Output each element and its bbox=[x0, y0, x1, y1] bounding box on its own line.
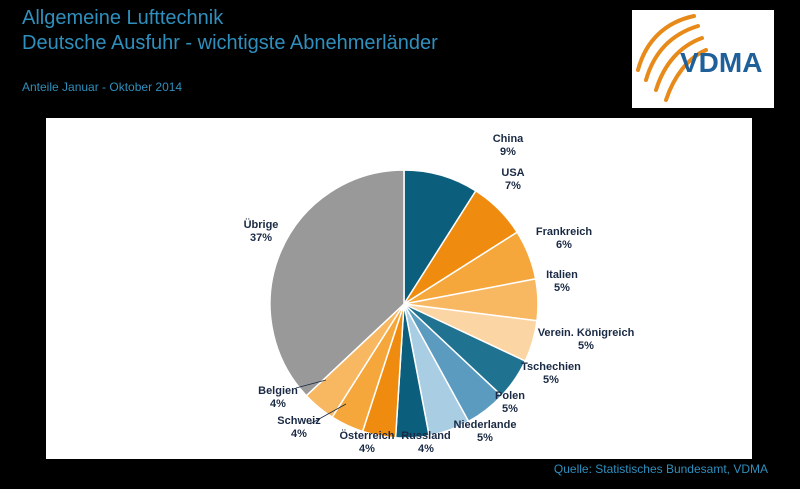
slice-value-label: 9% bbox=[500, 146, 516, 158]
vdma-logo-graphic: VDMA bbox=[636, 14, 762, 102]
slice-value-label: 4% bbox=[359, 443, 375, 455]
source-note: Quelle: Statistisches Bundesamt, VDMA bbox=[553, 462, 768, 476]
slice-value-label: 5% bbox=[477, 432, 493, 444]
title-block: Allgemeine Lufttechnik Deutsche Ausfuhr … bbox=[22, 6, 438, 56]
chart-title: Allgemeine Lufttechnik bbox=[22, 7, 224, 29]
slice-value-label: 6% bbox=[556, 239, 572, 251]
slice-value-label: 5% bbox=[578, 340, 594, 352]
slice-label: Belgien bbox=[258, 385, 298, 397]
slice-label: Niederlande bbox=[454, 419, 517, 431]
slice-label: Frankreich bbox=[536, 226, 593, 238]
slice-label: Russland bbox=[401, 430, 451, 442]
slice-value-label: 5% bbox=[554, 282, 570, 294]
slice-label: USA bbox=[501, 167, 524, 179]
slice-value-label: 5% bbox=[543, 374, 559, 386]
slice-label: Tschechien bbox=[521, 361, 581, 373]
slice-value-label: 7% bbox=[505, 180, 521, 192]
slice-label: Polen bbox=[495, 390, 525, 402]
slice-label: Verein. Königreich bbox=[538, 327, 635, 339]
slice-value-label: 4% bbox=[291, 428, 307, 440]
slice-value-label: 5% bbox=[502, 403, 518, 415]
leader-line bbox=[309, 403, 347, 425]
slice-value-label: 4% bbox=[418, 443, 434, 455]
slice-value-label: 4% bbox=[270, 398, 286, 410]
chart-subtitle: Deutsche Ausfuhr - wichtigste Abnehmerlä… bbox=[22, 32, 438, 54]
period-note: Anteile Januar - Oktober 2014 bbox=[22, 80, 183, 94]
slice-label: Übrige bbox=[244, 218, 279, 231]
leader-line bbox=[295, 379, 327, 389]
slice-label: China bbox=[493, 133, 524, 145]
pie-chart: China9%USA7%Frankreich6%Italien5%Verein.… bbox=[244, 133, 635, 455]
vdma-logo-text: VDMA bbox=[680, 47, 762, 78]
chart-panel: China 9% USA 7% Frankreich 6% Italien 5% Verein.… bbox=[46, 118, 752, 459]
slice-value-label: 37% bbox=[250, 232, 272, 244]
pie-slice-übrige bbox=[269, 169, 405, 397]
slice-label: Italien bbox=[546, 269, 578, 281]
slice-label: Österreich bbox=[339, 429, 394, 442]
vdma-logo: VDMA bbox=[632, 10, 774, 108]
